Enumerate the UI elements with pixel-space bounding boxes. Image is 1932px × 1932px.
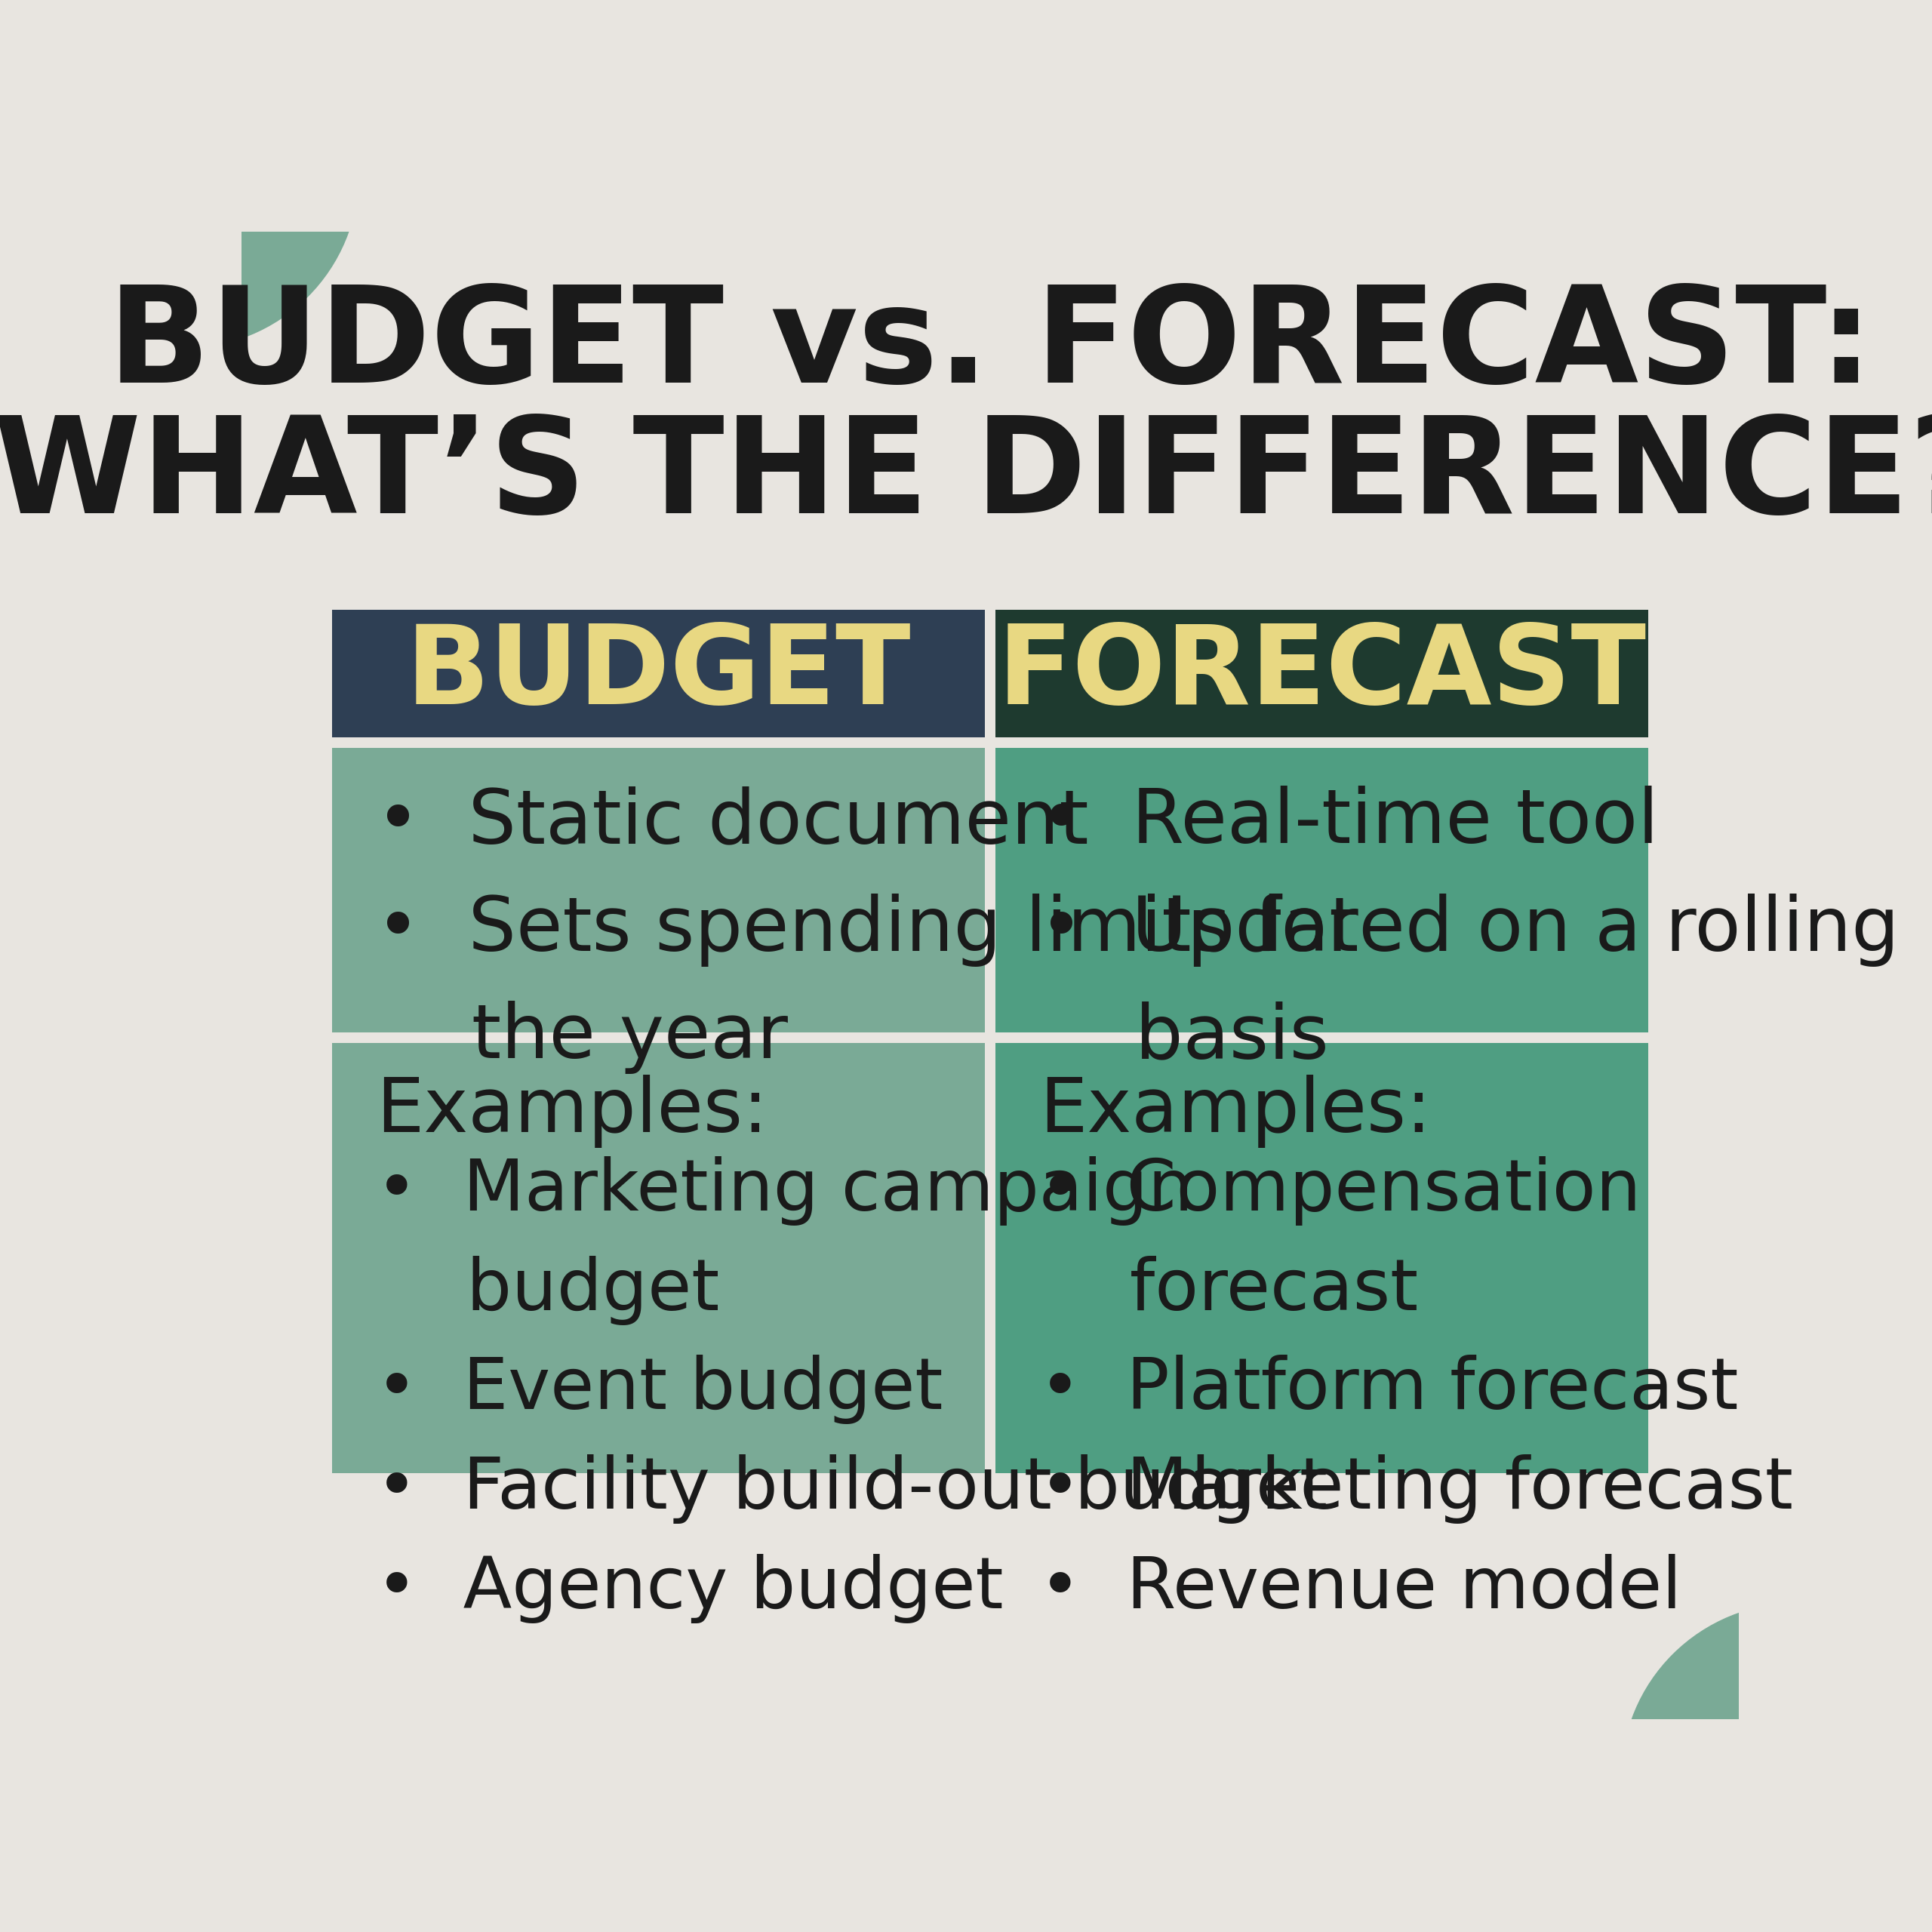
Text: •  Compensation
    forecast
•  Platform forecast
•  Marketing forecast
•  Reven: • Compensation forecast • Platform forec… [1039, 1157, 1793, 1623]
Text: Examples:: Examples: [1039, 1074, 1432, 1148]
FancyBboxPatch shape [332, 1043, 985, 1472]
Text: BUDGET vs. FORECAST:: BUDGET vs. FORECAST: [108, 280, 1872, 410]
Text: •  Marketing campaign
    budget
•  Event budget
•  Facility build-out budget
• : • Marketing campaign budget • Event budg… [377, 1157, 1327, 1623]
FancyBboxPatch shape [332, 748, 985, 1032]
FancyBboxPatch shape [332, 611, 985, 738]
FancyBboxPatch shape [995, 748, 1648, 1032]
Text: FORECAST: FORECAST [997, 620, 1646, 726]
FancyBboxPatch shape [995, 611, 1648, 738]
Text: •  Real-time tool
•  Updated on a rolling
    basis: • Real-time tool • Updated on a rolling … [1039, 786, 1899, 1074]
Circle shape [1621, 1604, 1932, 1932]
FancyBboxPatch shape [995, 1043, 1648, 1472]
Text: Examples:: Examples: [377, 1074, 769, 1148]
Text: BUDGET: BUDGET [406, 620, 912, 726]
Text: WHAT’S THE DIFFERENCE?: WHAT’S THE DIFFERENCE? [0, 412, 1932, 541]
Circle shape [8, 0, 359, 348]
Text: •  Static document
•  Sets spending limits for
    the year: • Static document • Sets spending limits… [377, 786, 1358, 1074]
